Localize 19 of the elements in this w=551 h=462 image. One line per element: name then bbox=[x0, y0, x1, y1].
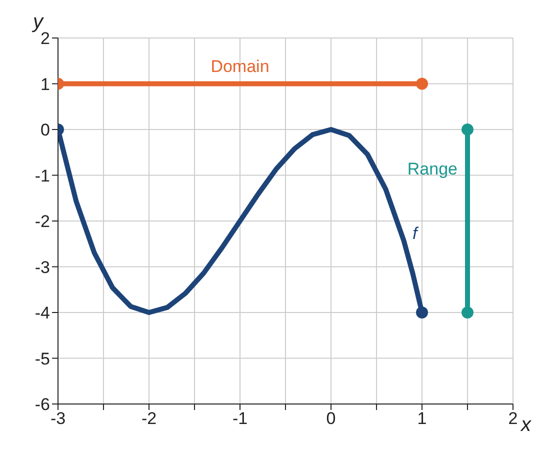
point bbox=[462, 124, 474, 136]
x-tick-label: 1 bbox=[417, 409, 427, 428]
y-tick-label: -6 bbox=[34, 395, 50, 414]
x-tick-label: 0 bbox=[326, 409, 336, 428]
y-tick-label: -5 bbox=[34, 349, 50, 368]
y-tick-label: -2 bbox=[34, 212, 50, 232]
series-label: Range bbox=[407, 160, 458, 178]
y-tick-label: 0 bbox=[40, 120, 50, 140]
series-label: f bbox=[412, 224, 420, 244]
x-axis-title: x bbox=[520, 414, 532, 436]
y-tick-label: -3 bbox=[34, 258, 50, 277]
x-tick-label: -2 bbox=[141, 409, 157, 428]
x-tick-label: -1 bbox=[232, 409, 248, 428]
y-tick-label: 1 bbox=[40, 74, 50, 94]
series-label: Domain bbox=[210, 56, 270, 76]
y-tick-label: -1 bbox=[34, 166, 50, 186]
x-tick-label: 2 bbox=[508, 409, 518, 428]
point bbox=[462, 306, 474, 318]
y-tick-label: -4 bbox=[34, 304, 50, 323]
